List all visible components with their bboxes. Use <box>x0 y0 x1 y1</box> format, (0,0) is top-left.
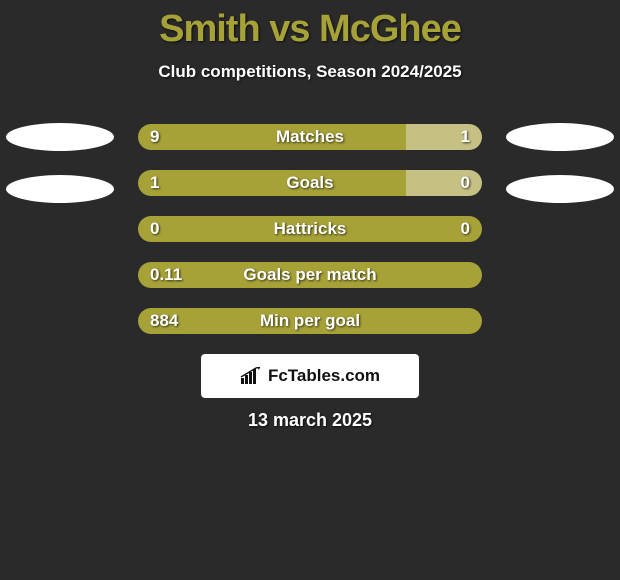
comparison-subtitle: Club competitions, Season 2024/2025 <box>0 62 620 82</box>
stat-value-right: 0 <box>461 219 470 239</box>
stat-value-right: 0 <box>461 173 470 193</box>
stat-row: 9 1 Matches <box>0 122 620 152</box>
stat-bar-left <box>138 170 406 196</box>
player-left-marker <box>6 123 114 151</box>
stat-row: 0.11 Goals per match <box>0 260 620 290</box>
player-right-marker <box>506 123 614 151</box>
stat-name: Matches <box>276 127 344 147</box>
stat-value-left: 0.11 <box>150 265 182 285</box>
stat-row: 1 0 Goals <box>0 168 620 198</box>
comparison-title: Smith vs McGhee <box>0 8 620 51</box>
stat-bar-right <box>406 170 482 196</box>
stat-row: 0 0 Hattricks <box>0 214 620 244</box>
stat-bar: 884 Min per goal <box>138 308 482 334</box>
stat-value-right: 1 <box>461 127 470 147</box>
stat-bar: 0.11 Goals per match <box>138 262 482 288</box>
snapshot-date: 13 march 2025 <box>0 410 620 431</box>
player-left-marker <box>6 175 114 203</box>
bar-chart-icon <box>240 367 262 385</box>
stat-name: Hattricks <box>274 219 347 239</box>
logo-text: FcTables.com <box>268 366 380 386</box>
stat-row: 884 Min per goal <box>0 306 620 336</box>
stat-value-left: 0 <box>150 219 159 239</box>
stat-bar: 1 0 Goals <box>138 170 482 196</box>
player-right-marker <box>506 175 614 203</box>
stat-value-left: 884 <box>150 311 178 331</box>
stat-name: Min per goal <box>260 311 360 331</box>
stat-bar-left <box>138 124 406 150</box>
stat-value-left: 9 <box>150 127 159 147</box>
fctables-logo: FcTables.com <box>201 354 419 398</box>
stat-value-left: 1 <box>150 173 159 193</box>
stat-name: Goals <box>286 173 333 193</box>
stat-bar: 0 0 Hattricks <box>138 216 482 242</box>
stat-bar-right <box>406 124 482 150</box>
stat-name: Goals per match <box>243 265 376 285</box>
stat-bar: 9 1 Matches <box>138 124 482 150</box>
